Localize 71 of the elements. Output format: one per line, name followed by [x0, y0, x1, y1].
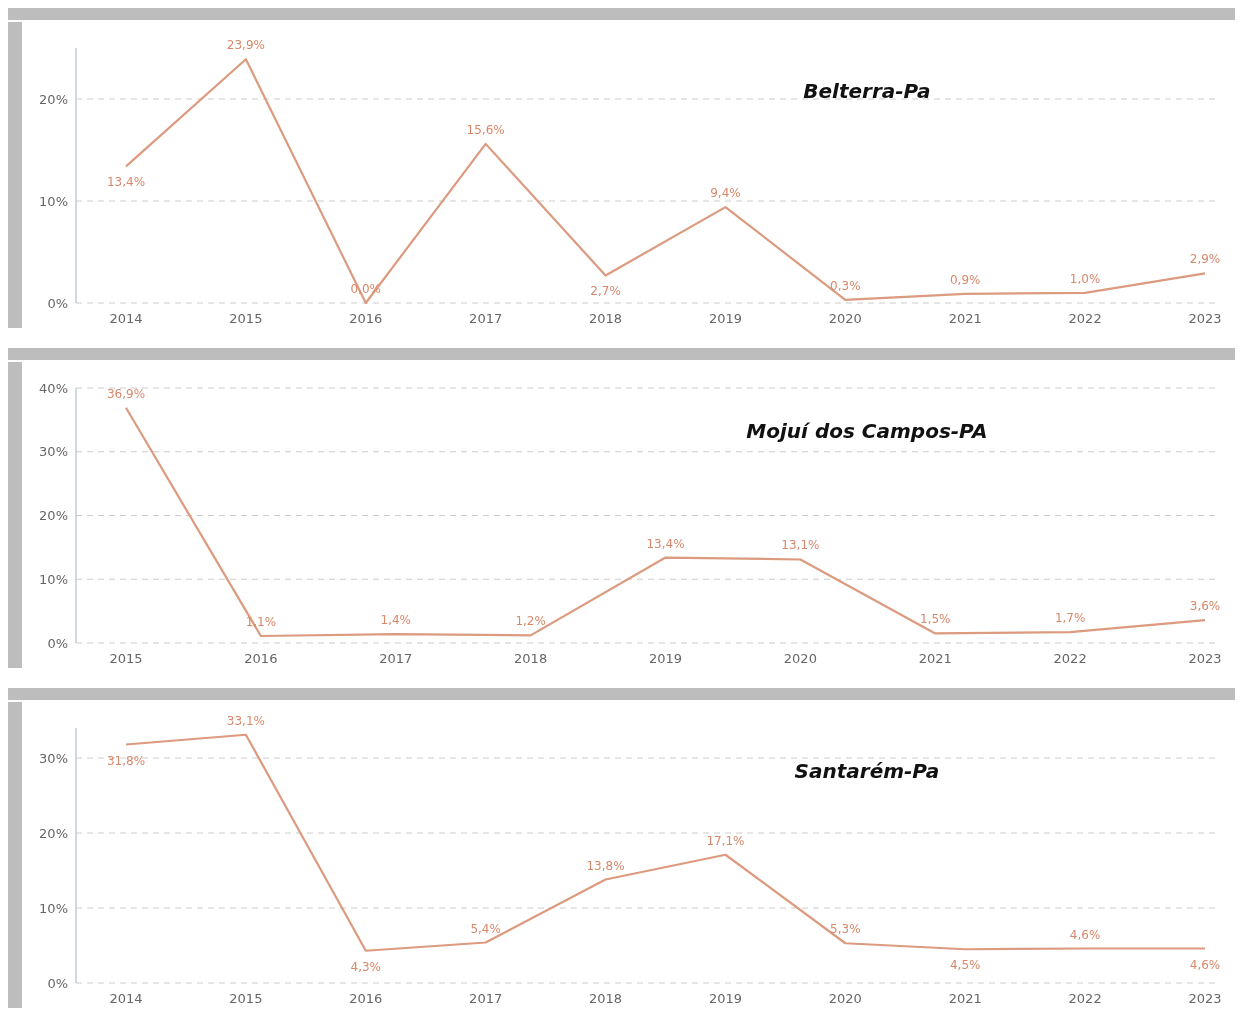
data-label: 2,9%	[1189, 252, 1221, 267]
data-label: 13,1%	[781, 538, 820, 553]
x-tick-label: 2015	[109, 651, 143, 666]
x-tick-label: 2023	[1188, 991, 1222, 1006]
y-tick-label: 30%	[39, 444, 68, 460]
x-tick-label: 2019	[708, 311, 742, 326]
data-label: 1,5%	[920, 612, 951, 627]
x-tick-label: 2017	[469, 991, 503, 1006]
x-tick-label: 2018	[514, 651, 548, 666]
y-tick-label: 10%	[39, 571, 68, 587]
y-tick-label: 10%	[39, 193, 68, 209]
text: Mojuí dos Campos-PA	[746, 419, 988, 443]
data-label: 5,4%	[470, 921, 501, 936]
x-tick-label: 2019	[708, 991, 742, 1006]
x-tick-label: 2020	[828, 311, 862, 326]
data-label: 0,3%	[830, 278, 861, 293]
y-tick-label: 20%	[39, 508, 68, 524]
data-label: 5,3%	[830, 922, 861, 937]
x-tick-label: 2020	[828, 991, 862, 1006]
data-label: 23,9%	[226, 38, 265, 53]
data-label: 2,7%	[590, 284, 621, 299]
data-label: 15,6%	[466, 122, 505, 137]
data-label: 17,1%	[706, 833, 745, 848]
x-tick-label: 2019	[648, 651, 683, 666]
y-tick-label: 30%	[39, 750, 68, 766]
x-tick-label: 2016	[349, 991, 383, 1006]
x-tick-label: 2020	[783, 651, 817, 666]
data-label: 13,4%	[646, 536, 685, 551]
data-label: 1,4%	[380, 613, 411, 628]
x-tick-label: 2021	[948, 311, 982, 326]
data-label: 13,8%	[586, 858, 625, 873]
x-tick-label: 2018	[589, 311, 623, 326]
x-tick-label: 2016	[244, 651, 278, 666]
x-tick-label: 2015	[229, 311, 263, 326]
x-tick-label: 2022	[1068, 991, 1102, 1006]
x-tick-label: 2018	[589, 991, 623, 1006]
data-label: 13,4%	[106, 175, 146, 190]
x-tick-label: 2023	[1188, 311, 1222, 326]
y-tick-label: 10%	[39, 900, 68, 916]
y-tick-label: 0%	[47, 295, 68, 311]
x-tick-label: 2016	[349, 311, 383, 326]
x-tick-label: 2023	[1188, 651, 1222, 666]
y-tick-label: 40%	[39, 380, 68, 396]
data-label: 9,4%	[710, 186, 741, 201]
text: Belterra-Pa	[803, 79, 931, 103]
y-tick-label: 20%	[39, 825, 68, 841]
data-label: 36,9%	[106, 386, 146, 401]
data-label: 1,0%	[1069, 271, 1101, 286]
x-tick-label: 2017	[379, 651, 413, 666]
x-tick-label: 2014	[109, 311, 143, 326]
x-tick-label: 2017	[469, 311, 503, 326]
text: Santarém-Pa	[794, 759, 940, 783]
data-label: 1,7%	[1054, 611, 1086, 626]
data-label: 4,6%	[1189, 957, 1221, 972]
data-label: 31,8%	[106, 753, 146, 768]
data-label: 1,2%	[515, 614, 546, 629]
data-label: 33,1%	[226, 713, 265, 728]
y-tick-label: 0%	[47, 975, 68, 991]
x-tick-label: 2022	[1053, 651, 1087, 666]
x-tick-label: 2014	[109, 991, 143, 1006]
x-tick-label: 2021	[948, 991, 982, 1006]
data-label: 4,6%	[1069, 927, 1101, 942]
x-tick-label: 2021	[918, 651, 952, 666]
x-tick-label: 2015	[229, 991, 263, 1006]
data-label: 4,3%	[350, 959, 382, 974]
y-tick-label: 20%	[39, 91, 68, 107]
y-tick-label: 0%	[47, 635, 68, 651]
data-label: 4,5%	[949, 958, 981, 973]
x-tick-label: 2022	[1068, 311, 1102, 326]
data-label: 0,9%	[949, 272, 981, 287]
data-label: 3,6%	[1189, 599, 1221, 614]
